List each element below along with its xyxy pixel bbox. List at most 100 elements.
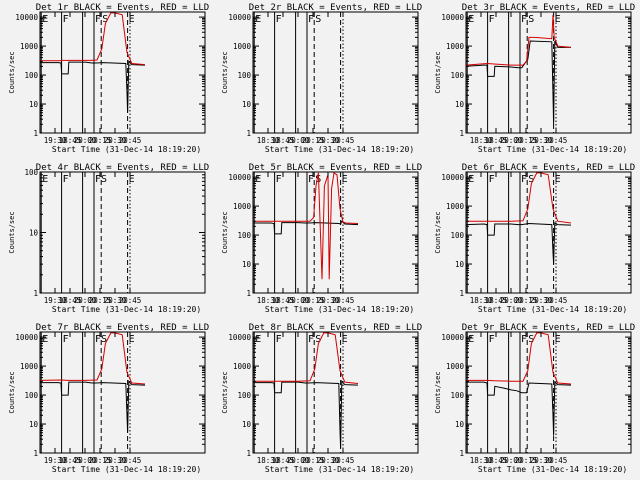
x-tick-label: 19:30 — [44, 136, 67, 145]
x-tick-label: 20:30 — [104, 136, 127, 145]
x-tick-label: 20:00 — [287, 296, 310, 305]
lld-series-line — [253, 332, 359, 384]
y-tick-label: 1000 — [233, 362, 252, 371]
x-tick-label: 20:30 — [317, 456, 340, 465]
y-tick-label: 10 — [455, 260, 465, 269]
y-tick-label: 10 — [242, 420, 252, 429]
y-tick-label: 10000 — [228, 333, 251, 342]
y-tick-label: 10000 — [228, 173, 251, 182]
event-marker-label: F — [308, 174, 314, 185]
x-tick-label: 18:45 — [485, 136, 508, 145]
plot-frame — [465, 331, 632, 454]
event-marker-label: E — [468, 174, 474, 185]
event-marker-label: E — [255, 174, 261, 185]
y-tick-label: 10000 — [228, 13, 251, 22]
chart-title: Det 4r BLACK = Events, RED = LLD — [36, 163, 209, 173]
event-marker-label: E — [468, 334, 474, 345]
lld-series-line — [40, 12, 146, 66]
y-tick-label: 100 — [24, 391, 38, 400]
y-tick-label: 10 — [242, 260, 252, 269]
event-marker-label: S — [528, 14, 534, 25]
x-tick-label: 18:30 — [470, 136, 493, 145]
x-tick-label: 20:00 — [287, 456, 310, 465]
y-axis-label: Counts/sec — [8, 371, 16, 413]
event-marker-label: E — [342, 334, 348, 345]
x-tick-label: 20:15 — [302, 136, 325, 145]
chart-title: Det 7r BLACK = Events, RED = LLD — [36, 323, 209, 333]
y-axis-label: Counts/sec — [434, 371, 442, 413]
x-tick-label: 18:45 — [59, 456, 82, 465]
x-tick-label: 18:30 — [257, 456, 280, 465]
event-marker-label: E — [555, 14, 561, 25]
x-tick-label: 20:15 — [515, 456, 538, 465]
y-tick-label: 1 — [33, 449, 38, 458]
event-marker-label: F — [489, 334, 495, 345]
event-marker-label: F — [63, 14, 69, 25]
event-marker-label: F — [308, 334, 314, 345]
event-marker-label: F — [276, 174, 282, 185]
x-tick-label: 18:45 — [59, 136, 82, 145]
x-tick-label: 20:00 — [500, 456, 523, 465]
event-marker-label: E — [255, 14, 261, 25]
event-marker-label: E — [255, 334, 261, 345]
x-tick-label: 18:30 — [470, 456, 493, 465]
y-tick-label: 10000 — [15, 13, 38, 22]
x-tick-label: 18:45 — [485, 296, 508, 305]
y-tick-label: 100 — [237, 71, 251, 80]
x-tick-label: 20:45 — [119, 296, 142, 305]
x-tick-label: 20:45 — [119, 136, 142, 145]
y-tick-label: 1000 — [20, 42, 39, 51]
y-tick-label: 10 — [29, 420, 39, 429]
x-tick-label: 20:00 — [500, 296, 523, 305]
y-tick-label: 1 — [246, 449, 251, 458]
events-series-line — [253, 220, 359, 235]
x-tick-label: 20:15 — [89, 456, 112, 465]
y-tick-label: 10000 — [441, 13, 464, 22]
event-marker-label: E — [555, 334, 561, 345]
event-marker-label: S — [315, 14, 321, 25]
event-marker-label: FS — [95, 174, 107, 185]
y-tick-label: 100 — [237, 391, 251, 400]
events-series-line — [466, 40, 571, 125]
x-tick-label: 20:30 — [530, 456, 553, 465]
events-series-line — [466, 381, 572, 436]
y-axis-label: Counts/sec — [8, 211, 16, 253]
event-marker-label: F — [95, 14, 101, 25]
event-marker-label: S — [528, 334, 534, 345]
plot-frame — [252, 331, 419, 454]
x-axis-label: Start Time (31-Dec-14 18:19:20) — [265, 145, 414, 154]
x-tick-label: 20:45 — [332, 296, 355, 305]
x-axis-label: Start Time (31-Dec-14 18:19:20) — [478, 145, 627, 154]
y-tick-label: 1000 — [20, 362, 39, 371]
lld-series-line — [253, 172, 359, 280]
y-tick-label: 1 — [459, 449, 464, 458]
x-tick-label: 20:45 — [545, 136, 568, 145]
y-tick-label: 100 — [237, 231, 251, 240]
x-tick-label: 18:45 — [485, 456, 508, 465]
plot-frame — [39, 331, 206, 454]
event-marker-label: E — [42, 334, 48, 345]
x-tick-label: 20:30 — [317, 296, 340, 305]
y-tick-label: 10000 — [15, 333, 38, 342]
y-axis-label: Counts/sec — [434, 51, 442, 93]
y-tick-label: 10 — [455, 100, 465, 109]
event-marker-label: F — [521, 174, 527, 185]
x-tick-label: 20:00 — [74, 296, 97, 305]
x-tick-label: 20:30 — [104, 456, 127, 465]
y-tick-label: 100 — [24, 168, 38, 177]
x-tick-label: 20:15 — [515, 136, 538, 145]
event-marker-label: F — [276, 14, 282, 25]
y-axis-label: Counts/sec — [221, 211, 229, 253]
chart-title: Det 3r BLACK = Events, RED = LLD — [462, 3, 635, 13]
x-tick-label: 20:00 — [287, 136, 310, 145]
event-marker-label: F — [63, 334, 69, 345]
x-tick-label: 20:15 — [515, 296, 538, 305]
y-tick-label: 100 — [450, 391, 464, 400]
x-tick-label: 20:00 — [74, 136, 97, 145]
x-tick-label: 18:45 — [59, 296, 82, 305]
